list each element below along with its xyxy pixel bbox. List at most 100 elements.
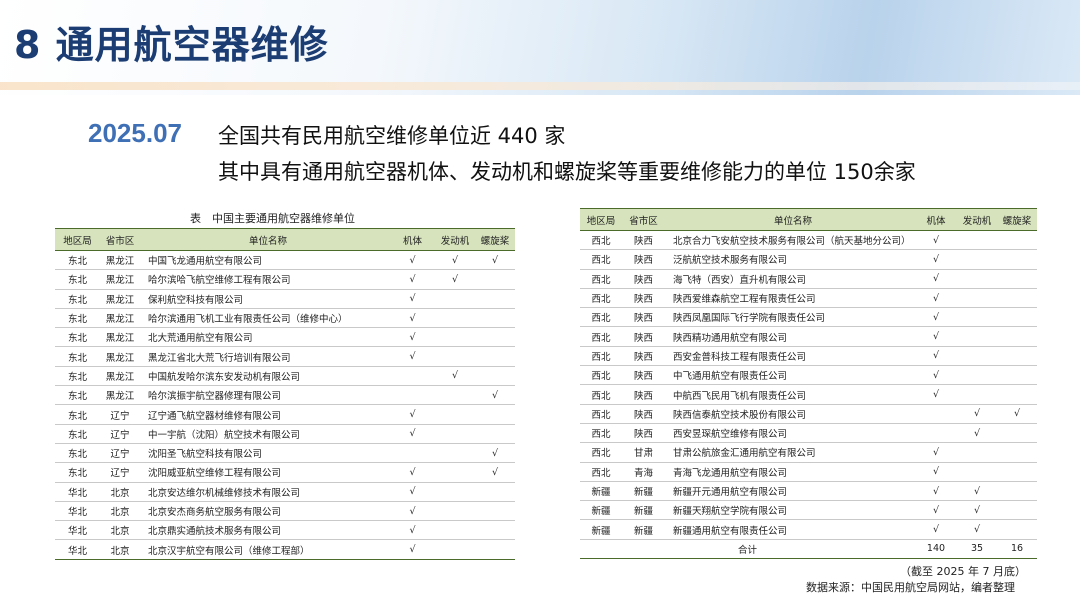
cell: 黑龙江 [100,289,140,309]
cell: 黑龙江 [100,327,140,348]
cell: √ [915,288,957,309]
table-row: 西北 陕西 陕西精功通用航空有限公司 √ [580,326,1037,347]
column-header: 地区局 [55,228,100,251]
cell: 中航西飞民用飞机有限责任公司 [665,384,915,405]
cell: √ [957,404,997,424]
cell: √ [475,385,515,406]
cell: 新疆通用航空有限责任公司 [665,519,915,540]
cell: 东北 [55,404,100,425]
cell: 陕西 [622,288,665,309]
cell [475,366,515,387]
table-row: 华北 北京 北京安达维尔机械维修技术有限公司 √ [55,482,515,502]
cell: 新疆天翔航空学院有限公司 [665,500,915,521]
cell: 西北 [580,288,622,309]
table-row: 东北 黑龙江 保利航空科技有限公司 √ [55,289,515,309]
cell: 新疆 [622,500,665,521]
cell: 陕西 [622,423,665,444]
cell: 西北 [580,326,622,347]
cell: √ [915,519,957,540]
summary-line: 全国共有民用航空维修单位近 440 家 [218,124,566,148]
table-row: 东北 辽宁 辽宁通飞航空器材维修有限公司 √ [55,404,515,425]
cell [390,366,435,387]
cell: √ [915,365,957,386]
column-header: 单位名称 [140,228,390,251]
cell [957,269,997,289]
sky-background [0,0,1080,95]
cell: 东北 [55,327,100,348]
cell [435,327,475,348]
cell [997,326,1037,347]
cell: 西北 [580,442,622,463]
table-row: 东北 辽宁 沈阳圣飞航空科技有限公司 √ [55,443,515,464]
cell: 陕西信泰航空技术股份有限公司 [665,404,915,424]
cell [957,365,997,386]
cell: 陕西 [622,249,665,270]
cell: 黑龙江 [100,366,140,387]
cell [997,442,1037,463]
table-row: 西北 陕西 西安金普科技工程有限责任公司 √ [580,346,1037,367]
table-row: 新疆 新疆 新疆天翔航空学院有限公司 √ √ [580,500,1037,521]
cell: 西北 [580,365,622,386]
cell [997,365,1037,386]
cell: √ [390,424,435,444]
cell: 新疆 [622,519,665,540]
cell [997,249,1037,270]
cell: 西安金普科技工程有限责任公司 [665,346,915,367]
cell: √ [390,404,435,425]
cell [475,346,515,367]
cell [957,462,997,482]
cell: 东北 [55,250,100,271]
cell: 东北 [55,289,100,309]
cell: 陕西 [622,326,665,347]
cell [475,289,515,309]
cell: 陕西 [622,269,665,289]
cell: 黑龙江 [100,346,140,367]
column-header: 省市区 [622,208,665,231]
cell: 东北 [55,346,100,367]
cell: 陕西 [622,307,665,328]
cell: √ [390,308,435,329]
cell: √ [997,404,1037,424]
cell: 华北 [55,520,100,541]
cell: 华北 [55,501,100,522]
table-row: 新疆 新疆 新疆通用航空有限责任公司 √ √ [580,519,1037,540]
cell: 西北 [580,249,622,270]
cell: √ [915,384,957,405]
cell: 青海飞龙通用航空有限公司 [665,462,915,482]
cell: 陕西凤凰国际飞行学院有限责任公司 [665,307,915,328]
cell [997,307,1037,328]
cell: 陕西精功通用航空有限公司 [665,326,915,347]
table-caption: 表 中国主要通用航空器维修单位 [190,212,355,225]
cell: 中国航发哈尔滨东安发动机有限公司 [140,366,390,387]
cell: 哈尔滨通用飞机工业有限责任公司（维修中心） [140,308,390,329]
cell [997,269,1037,289]
cell [435,482,475,502]
cell [997,288,1037,309]
cell: √ [475,443,515,464]
cell: √ [475,250,515,271]
cell: 哈尔滨振宇航空器修理有限公司 [140,385,390,406]
cell: 辽宁 [100,462,140,483]
cell: 新疆 [580,481,622,502]
cell: 东北 [55,385,100,406]
cell [997,423,1037,444]
cell: 青海 [622,462,665,482]
cell: 辽宁 [100,443,140,464]
cell: 西北 [580,404,622,424]
cell: 北京安杰商务航空服务有限公司 [140,501,390,522]
cell: 黑龙江 [100,308,140,329]
column-header: 单位名称 [665,208,915,231]
cell: 西北 [580,384,622,405]
column-header: 发动机 [957,208,997,231]
cell [957,307,997,328]
table-row: 东北 黑龙江 黑龙江省北大荒飞行培训有限公司 √ [55,346,515,367]
cell [435,404,475,425]
cell: √ [435,366,475,387]
table-row: 东北 黑龙江 中国航发哈尔滨东安发动机有限公司 √ [55,366,515,387]
cell [475,539,515,560]
cell: 辽宁 [100,404,140,425]
cell: 中国飞龙通用航空有限公司 [140,250,390,271]
cell: √ [390,269,435,290]
cell: √ [390,250,435,271]
cell: 西北 [580,307,622,328]
